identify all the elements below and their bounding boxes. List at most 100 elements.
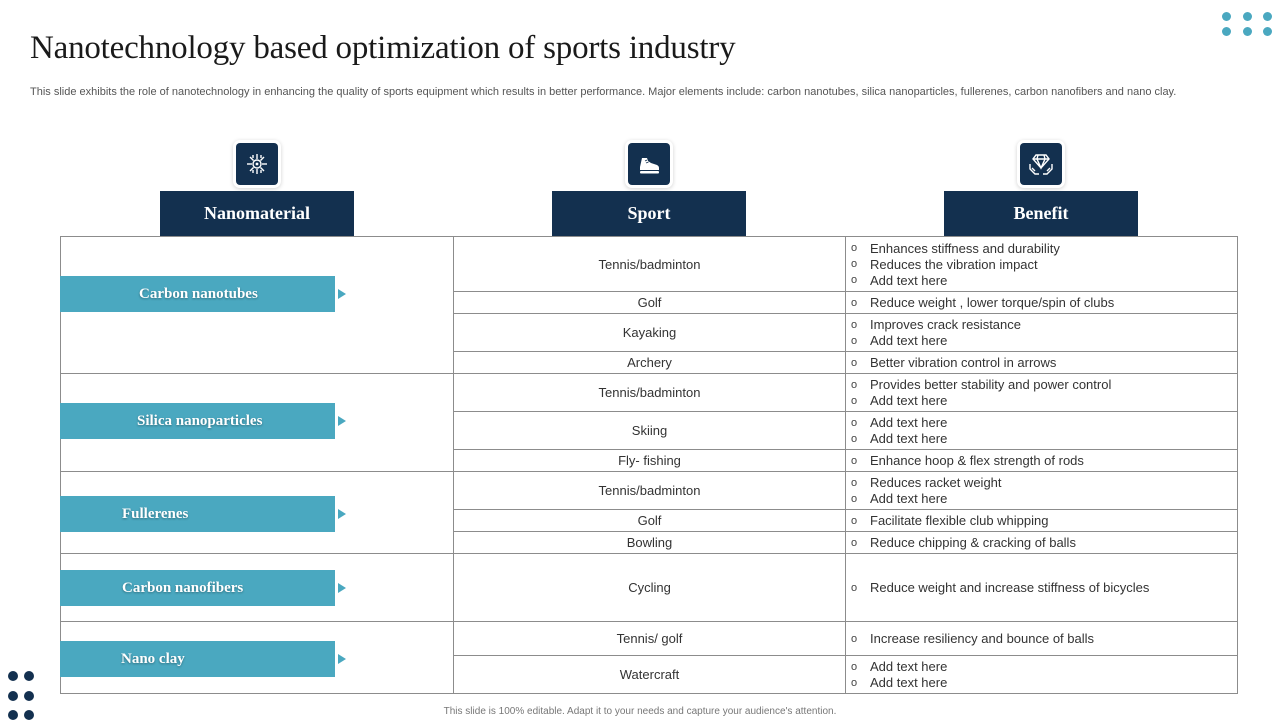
- benefits-table: Tennis/badminton o Enhances stiffness and…: [60, 236, 1238, 694]
- sport-cell: Golf: [637, 295, 662, 310]
- bullet-icon: o: [851, 581, 858, 594]
- bullet-icon: o: [851, 258, 858, 270]
- bullet-icon: o: [851, 476, 858, 489]
- arrow-right-icon: [338, 583, 346, 593]
- column-divider: [845, 236, 846, 694]
- bullet-icon: o: [851, 334, 858, 347]
- column-header-sport: Sport: [552, 191, 746, 236]
- benefit-item: o Reduces racket weight: [851, 475, 1002, 490]
- footer-note: This slide is 100% editable. Adapt it to…: [443, 706, 837, 717]
- benefit-item: o Provides better stability and power con…: [851, 377, 1112, 392]
- column-divider: [453, 236, 454, 694]
- benefit-item: o Better vibration control in arrows: [851, 355, 1057, 370]
- row-divider: [453, 351, 1238, 352]
- benefit-item: o Enhance hoop & flex strength of rods: [851, 453, 1084, 468]
- decorative-dots-icon: [8, 671, 38, 720]
- benefit-cell: o Enhances stiffness and durability o Redu…: [846, 237, 1236, 291]
- bullet-icon: o: [851, 514, 858, 527]
- benefit-cell: o Increase resiliency and bounce of balls: [846, 622, 1236, 655]
- benefit-item: o Increase resiliency and bounce of balls: [851, 631, 1095, 646]
- row-divider: [453, 509, 1238, 510]
- table-frame: [60, 236, 1238, 694]
- group-divider: [60, 373, 1238, 374]
- bullet-icon: o: [851, 416, 858, 429]
- benefit-item: o Add text here: [851, 415, 948, 430]
- sport-cell: Tennis/ golf: [616, 631, 683, 646]
- benefit-item: o Add text here: [851, 272, 948, 288]
- benefit-cell: o Better vibration control in arrows: [846, 352, 1236, 373]
- sneaker-icon: [628, 143, 670, 185]
- material-tag-carbon-nanotubes: Carbon nanotubes: [60, 276, 335, 312]
- sport-cell: Tennis/badminton: [598, 483, 701, 498]
- sport-cell: Bowling: [626, 535, 673, 550]
- benefit-cell: o Reduce weight , lower torque/spin of cl…: [846, 292, 1236, 313]
- diamond-hands-icon: [1020, 143, 1062, 185]
- benefit-item: o Reduce chipping & cracking of balls: [851, 535, 1076, 550]
- material-tag-silica-nanoparticles: Silica nanoparticles: [60, 403, 335, 439]
- sport-cell: Archery: [627, 355, 672, 370]
- benefit-item: o Improves crack resistance: [851, 317, 1021, 332]
- sport-cell: Tennis/badminton: [598, 256, 701, 272]
- material-tag-fullerenes: Fullerenes: [60, 496, 335, 532]
- material-tag-nano-clay: Nano clay: [60, 641, 335, 677]
- benefit-item: o Reduce weight and increase stiffness of…: [851, 580, 1150, 595]
- sport-cell: Golf: [637, 513, 662, 528]
- group-divider: [60, 471, 1238, 472]
- page-title: Nanotechnology based optimization of spo…: [30, 30, 736, 66]
- sport-cell: Watercraft: [619, 667, 680, 682]
- benefit-cell: o Add text here o Add text here: [846, 656, 1236, 693]
- benefit-item: o Add text here: [851, 431, 948, 446]
- arrow-right-icon: [338, 654, 346, 664]
- bullet-icon: o: [851, 378, 858, 391]
- arrow-right-icon: [338, 416, 346, 426]
- benefit-item: o Add text here: [851, 491, 948, 506]
- benefit-cell: o Provides better stability and power con…: [846, 374, 1236, 411]
- benefit-cell: o Reduces racket weight o Add text here: [846, 472, 1236, 509]
- column-header-nanomaterial: Nanomaterial: [160, 191, 354, 236]
- page-subtitle: This slide exhibits the role of nanotech…: [30, 86, 1177, 98]
- benefit-item: o Enhances stiffness and durability: [851, 240, 1060, 256]
- benefit-cell: o Add text here o Add text here: [846, 412, 1236, 449]
- bullet-icon: o: [851, 660, 858, 673]
- bullet-icon: o: [851, 356, 858, 369]
- bullet-icon: o: [851, 242, 858, 254]
- group-divider: [60, 553, 1238, 554]
- bullet-icon: o: [851, 296, 858, 309]
- benefit-cell: o Reduce chipping & cracking of balls: [846, 532, 1236, 553]
- group-divider: [60, 621, 1238, 622]
- arrow-right-icon: [338, 509, 346, 519]
- decorative-dots-icon: [1222, 12, 1274, 36]
- bullet-icon: o: [851, 632, 858, 645]
- benefit-item: o Reduces the vibration impact: [851, 256, 1038, 272]
- material-tag-carbon-nanofibers: Carbon nanofibers: [60, 570, 335, 606]
- bullet-icon: o: [851, 432, 858, 445]
- row-divider: [453, 291, 1238, 292]
- bullet-icon: o: [851, 454, 858, 467]
- row-divider: [453, 411, 1238, 412]
- benefit-item: o Add text here: [851, 659, 948, 674]
- column-header-benefit: Benefit: [944, 191, 1138, 236]
- bullet-icon: o: [851, 394, 858, 407]
- bullet-icon: o: [851, 492, 858, 505]
- sport-cell: Fly- fishing: [618, 453, 681, 468]
- benefit-item: o Add text here: [851, 333, 948, 348]
- sport-cell: Cycling: [628, 580, 671, 595]
- benefit-cell: o Enhance hoop & flex strength of rods: [846, 450, 1236, 471]
- sport-cell: Kayaking: [622, 325, 677, 340]
- sport-cell: Skiing: [631, 423, 668, 438]
- benefit-item: o Add text here: [851, 675, 948, 690]
- bullet-icon: o: [851, 318, 858, 331]
- benefit-cell: o Reduce weight and increase stiffness of…: [846, 554, 1236, 621]
- row-divider: [453, 655, 1238, 656]
- arrow-right-icon: [338, 289, 346, 299]
- benefit-item: o Reduce weight , lower torque/spin of cl…: [851, 295, 1115, 310]
- bullet-icon: o: [851, 676, 858, 689]
- row-divider: [453, 531, 1238, 532]
- benefit-item: o Add text here: [851, 393, 948, 408]
- row-divider: [453, 313, 1238, 314]
- sport-cell: Tennis/badminton: [598, 385, 701, 400]
- benefit-cell: o Improves crack resistance o Add text her…: [846, 314, 1236, 351]
- benefit-cell: o Facilitate flexible club whipping: [846, 510, 1236, 531]
- benefit-item: o Facilitate flexible club whipping: [851, 513, 1049, 528]
- bullet-icon: o: [851, 536, 858, 549]
